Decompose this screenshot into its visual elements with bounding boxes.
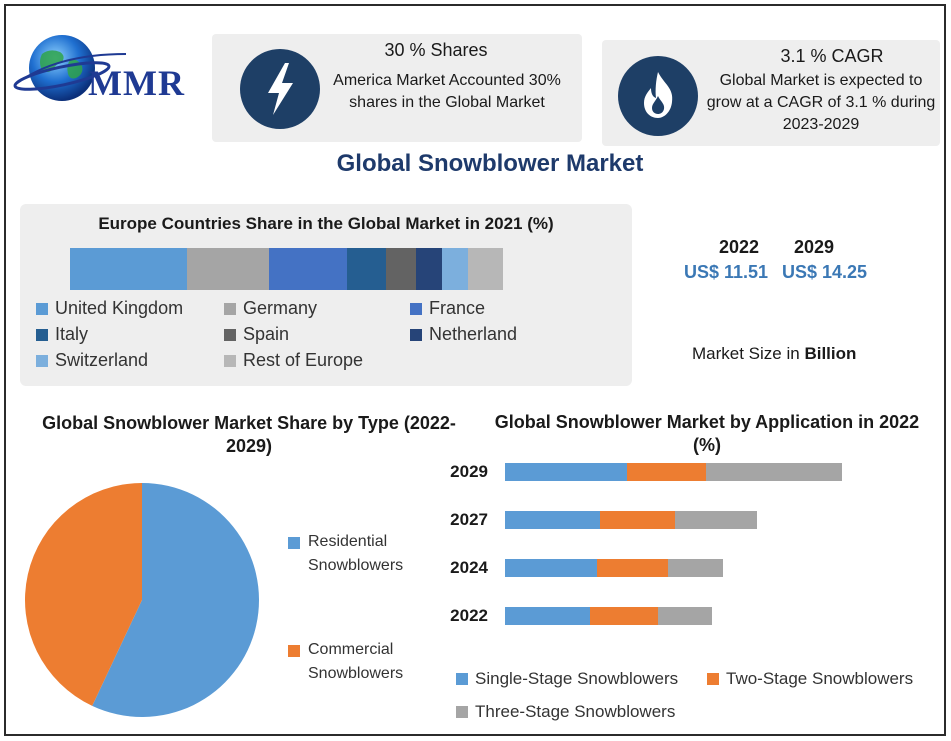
legend-swatch xyxy=(410,302,422,315)
chart-title: Global Snowblower Market by Application … xyxy=(494,412,920,455)
bar-segment xyxy=(600,511,675,529)
legend-label: Switzerland xyxy=(55,350,149,370)
legend-label: Three-Stage Snowblowers xyxy=(475,702,676,721)
legend-swatch xyxy=(288,537,300,549)
bar-segment xyxy=(269,248,348,290)
legend-label: Rest of Europe xyxy=(243,350,364,370)
pie-slice xyxy=(92,483,260,717)
bar-segment xyxy=(505,607,590,625)
bar-segment xyxy=(705,463,842,481)
legend-item: Italy xyxy=(36,324,88,345)
flame-icon xyxy=(644,72,673,118)
kpi-icon-circle xyxy=(240,49,320,129)
bar-segment xyxy=(627,463,706,481)
legend-item: France xyxy=(410,298,485,319)
mmr-globe-logo-icon xyxy=(13,35,127,101)
legend-swatch xyxy=(36,354,48,367)
legend-item: Netherland xyxy=(410,324,517,345)
page-title: Global Snowblower Market xyxy=(336,150,644,177)
kpi-title: 30 % Shares xyxy=(384,40,488,60)
market-size-value-2029: US$ 14.25 xyxy=(782,262,868,282)
legend-label: United Kingdom xyxy=(55,298,184,318)
market-size-label-prefix: Market Size in xyxy=(692,344,805,363)
lightning-icon xyxy=(268,63,293,115)
chart-title: Europe Countries Share in the Global Mar… xyxy=(98,214,554,233)
europe-share-panel: Europe Countries Share in the Global Mar… xyxy=(20,204,632,386)
legend-item: United Kingdom xyxy=(36,298,183,319)
kpi-card-shares: 30 % Shares America Market Accounted 30%… xyxy=(212,34,582,142)
legend-label: France xyxy=(429,298,486,318)
application-stacked-bar-chart: 2029 2027 2024 2022 xyxy=(430,455,930,635)
legend-swatch xyxy=(456,706,468,718)
legend-item: Three-Stage Snowblowers xyxy=(456,702,675,722)
market-size-label: Market Size in Billion xyxy=(692,344,856,364)
legend-swatch xyxy=(410,328,422,341)
legend-item: Germany xyxy=(224,298,317,319)
category-label: 2027 xyxy=(450,510,488,529)
market-size-year-2029: 2029 xyxy=(794,237,835,257)
legend-item: Single-Stage Snowblowers xyxy=(456,669,678,689)
bar-segment xyxy=(186,248,270,290)
chart-title: Global Snowblower Market Share by Type (… xyxy=(42,413,456,456)
bar-segment xyxy=(416,248,443,290)
legend-label: Single-Stage Snowblowers xyxy=(475,669,679,688)
legend-item: Commercial Snowblowers xyxy=(288,638,418,686)
category-label: 2022 xyxy=(450,606,488,625)
kpi-description: Global Market is expected to grow at a C… xyxy=(706,72,936,133)
legend-swatch xyxy=(707,673,719,685)
bar-segment xyxy=(386,248,417,290)
legend-swatch xyxy=(224,328,236,341)
legend-item: Spain xyxy=(224,324,289,345)
bar-segment xyxy=(668,559,723,577)
type-share-pie-chart xyxy=(25,483,260,717)
bar-segment xyxy=(468,248,503,290)
legend-label: Germany xyxy=(243,298,318,318)
legend-label: Two-Stage Snowblowers xyxy=(726,669,914,688)
bar-segment xyxy=(347,248,387,290)
kpi-icon-circle xyxy=(618,56,698,136)
category-label: 2024 xyxy=(450,558,488,577)
bar-segment xyxy=(442,248,469,290)
category-label: 2029 xyxy=(450,462,488,481)
bar-segment xyxy=(505,559,597,577)
bar-segment xyxy=(658,607,713,625)
market-size-unit: Billion xyxy=(804,344,857,363)
legend-item: Switzerland xyxy=(36,350,148,371)
legend-swatch xyxy=(456,673,468,685)
legend-label: Commercial Snowblowers xyxy=(308,641,404,682)
bar-segment xyxy=(505,463,628,481)
kpi-card-cagr: 3.1 % CAGR Global Market is expected to … xyxy=(602,40,940,146)
legend-swatch xyxy=(288,645,300,657)
bar-segment xyxy=(675,511,757,529)
kpi-title: 3.1 % CAGR xyxy=(780,46,884,66)
legend-label: Spain xyxy=(243,324,290,344)
legend-item: Rest of Europe xyxy=(224,350,363,371)
legend-item: Residential Snowblowers xyxy=(288,530,418,578)
bar-segment xyxy=(596,559,669,577)
logo-text: MMR xyxy=(88,63,185,103)
legend-label: Italy xyxy=(55,324,89,344)
legend-swatch xyxy=(224,302,236,315)
legend-label: Netherland xyxy=(429,324,518,344)
bar-segment xyxy=(590,607,658,625)
bar-segment xyxy=(70,248,187,290)
infographic-frame xyxy=(4,4,946,736)
market-size-value-2022: US$ 11.51 xyxy=(684,262,769,282)
europe-stacked-bar xyxy=(70,248,503,290)
kpi-description: America Market Accounted 30% shares in t… xyxy=(333,72,561,111)
bar-segment xyxy=(505,511,601,529)
legend-label: Residential Snowblowers xyxy=(308,533,404,574)
legend-swatch xyxy=(224,354,236,367)
market-size-year-2022: 2022 xyxy=(719,237,760,257)
legend-swatch xyxy=(36,328,48,341)
legend-swatch xyxy=(36,302,48,315)
pie-slice xyxy=(25,483,143,706)
legend-item: Two-Stage Snowblowers xyxy=(707,669,913,689)
